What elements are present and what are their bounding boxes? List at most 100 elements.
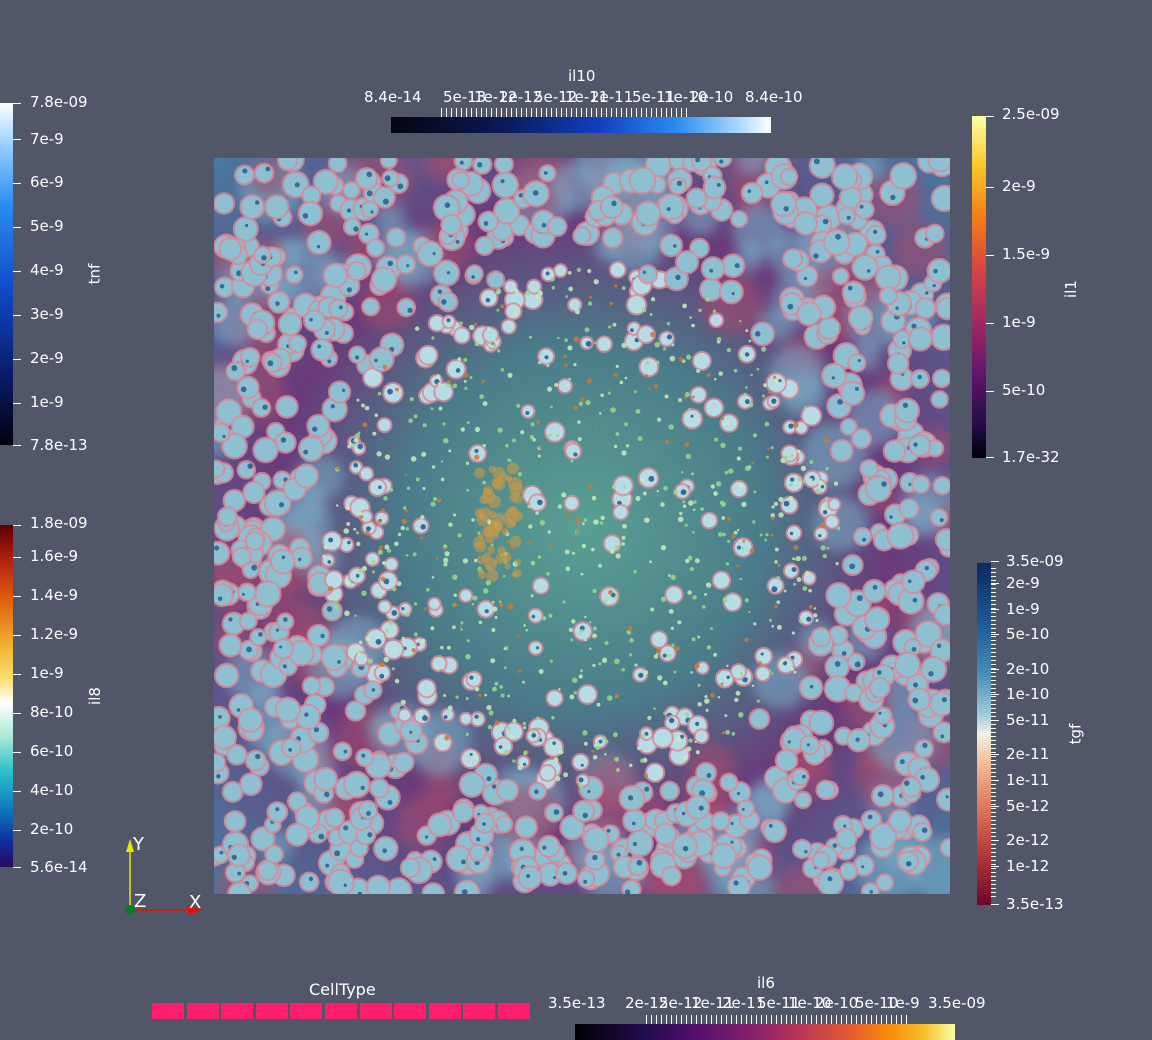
cell-speck bbox=[791, 566, 797, 573]
cell-speck bbox=[275, 301, 280, 306]
il6-tick bbox=[656, 1015, 657, 1024]
cell-core bbox=[849, 306, 872, 329]
cell-speck bbox=[917, 374, 922, 380]
il10-tick bbox=[616, 108, 617, 117]
tgf-minor-tick bbox=[991, 612, 996, 613]
cell-speck bbox=[876, 670, 882, 675]
cell-core bbox=[841, 382, 864, 405]
field-dot bbox=[614, 545, 620, 551]
field-dot bbox=[770, 533, 774, 537]
il6-tick bbox=[846, 1015, 847, 1024]
tgf-minor-tick bbox=[991, 756, 996, 757]
cell-core bbox=[439, 293, 457, 311]
cell-core bbox=[228, 845, 249, 866]
cell-speck bbox=[783, 206, 789, 212]
field-dot bbox=[322, 554, 326, 559]
tgf-minor-tick bbox=[991, 668, 996, 669]
cell-speck bbox=[459, 160, 464, 165]
field-dot bbox=[404, 509, 409, 513]
tgf-minor-tick bbox=[991, 672, 996, 673]
il8-tick bbox=[13, 557, 21, 558]
field-dot bbox=[706, 373, 711, 378]
cell-speck bbox=[562, 871, 568, 876]
cell-core bbox=[784, 250, 802, 268]
il10-tick bbox=[461, 108, 462, 117]
field-dot bbox=[719, 500, 725, 505]
cell-speck bbox=[265, 286, 271, 292]
cell-speck bbox=[337, 660, 341, 664]
field-dot bbox=[586, 378, 593, 384]
field-dot bbox=[774, 604, 778, 609]
field-dot bbox=[473, 755, 477, 760]
cell-core bbox=[932, 186, 950, 211]
field-dot bbox=[781, 659, 785, 663]
cell-speck bbox=[474, 714, 479, 719]
cell-core bbox=[240, 613, 256, 629]
tgf-minor-tick bbox=[991, 840, 996, 841]
axis-x-label: X bbox=[189, 892, 202, 913]
il8-label-max: 1.8e-09 bbox=[30, 514, 88, 532]
cell-core bbox=[578, 871, 594, 887]
field-dot bbox=[685, 354, 692, 360]
cell-core bbox=[825, 676, 850, 701]
field-dot bbox=[826, 547, 830, 550]
tgf-minor-tick bbox=[991, 816, 996, 817]
cell-speck bbox=[275, 807, 280, 812]
cell-speck bbox=[219, 850, 224, 855]
cell-core bbox=[888, 523, 913, 548]
field-dot bbox=[578, 782, 584, 788]
tgf-minor-tick bbox=[991, 752, 996, 753]
cell-core bbox=[326, 571, 343, 588]
field-dot bbox=[649, 332, 656, 338]
tgf-tick bbox=[991, 609, 999, 610]
field-dot bbox=[684, 523, 688, 527]
field-dot bbox=[548, 613, 553, 618]
field-dot bbox=[613, 444, 618, 449]
field-dot bbox=[642, 491, 647, 496]
field-hotspot bbox=[504, 563, 511, 570]
field-dot bbox=[742, 539, 746, 543]
field-dot bbox=[565, 295, 569, 298]
tgf-minor-tick bbox=[991, 632, 996, 633]
cell-core bbox=[561, 816, 584, 839]
cell-speck bbox=[578, 777, 584, 783]
cell-speck bbox=[629, 328, 634, 333]
field-dot bbox=[593, 279, 599, 285]
cell-core bbox=[470, 845, 485, 860]
field-dot bbox=[503, 647, 506, 650]
cell-core bbox=[244, 482, 264, 503]
field-dot bbox=[614, 756, 620, 762]
cell-core bbox=[266, 846, 282, 863]
cell-speck bbox=[355, 355, 360, 360]
field-dot bbox=[389, 488, 394, 492]
il10-tick bbox=[446, 108, 447, 117]
field-dot bbox=[764, 421, 770, 427]
field-dot bbox=[571, 619, 576, 624]
field-dot bbox=[614, 284, 618, 288]
field-dot bbox=[748, 402, 754, 408]
field-dot bbox=[745, 386, 748, 389]
cell-core bbox=[516, 817, 537, 838]
cell-core bbox=[721, 415, 737, 431]
il6-tick bbox=[791, 1015, 792, 1024]
cell-core bbox=[693, 352, 710, 369]
cell-core bbox=[248, 320, 267, 339]
field-dot bbox=[527, 504, 531, 508]
cell-core bbox=[630, 168, 655, 193]
field-dot bbox=[405, 527, 410, 531]
field-dot bbox=[682, 504, 687, 509]
cell-speck bbox=[483, 221, 489, 226]
cell-core bbox=[597, 337, 612, 351]
field-dot bbox=[628, 763, 633, 768]
cell-speck bbox=[856, 595, 863, 602]
cell-speck bbox=[545, 271, 550, 276]
field-viewport[interactable] bbox=[214, 158, 950, 894]
field-dot bbox=[706, 645, 712, 650]
il6-title: il6 bbox=[757, 974, 775, 992]
il10-tick bbox=[596, 108, 597, 117]
cell-core bbox=[628, 831, 652, 856]
cell-core bbox=[653, 728, 672, 747]
cell-speck bbox=[246, 646, 252, 653]
field-dot bbox=[635, 408, 641, 414]
field-dot bbox=[720, 442, 726, 448]
